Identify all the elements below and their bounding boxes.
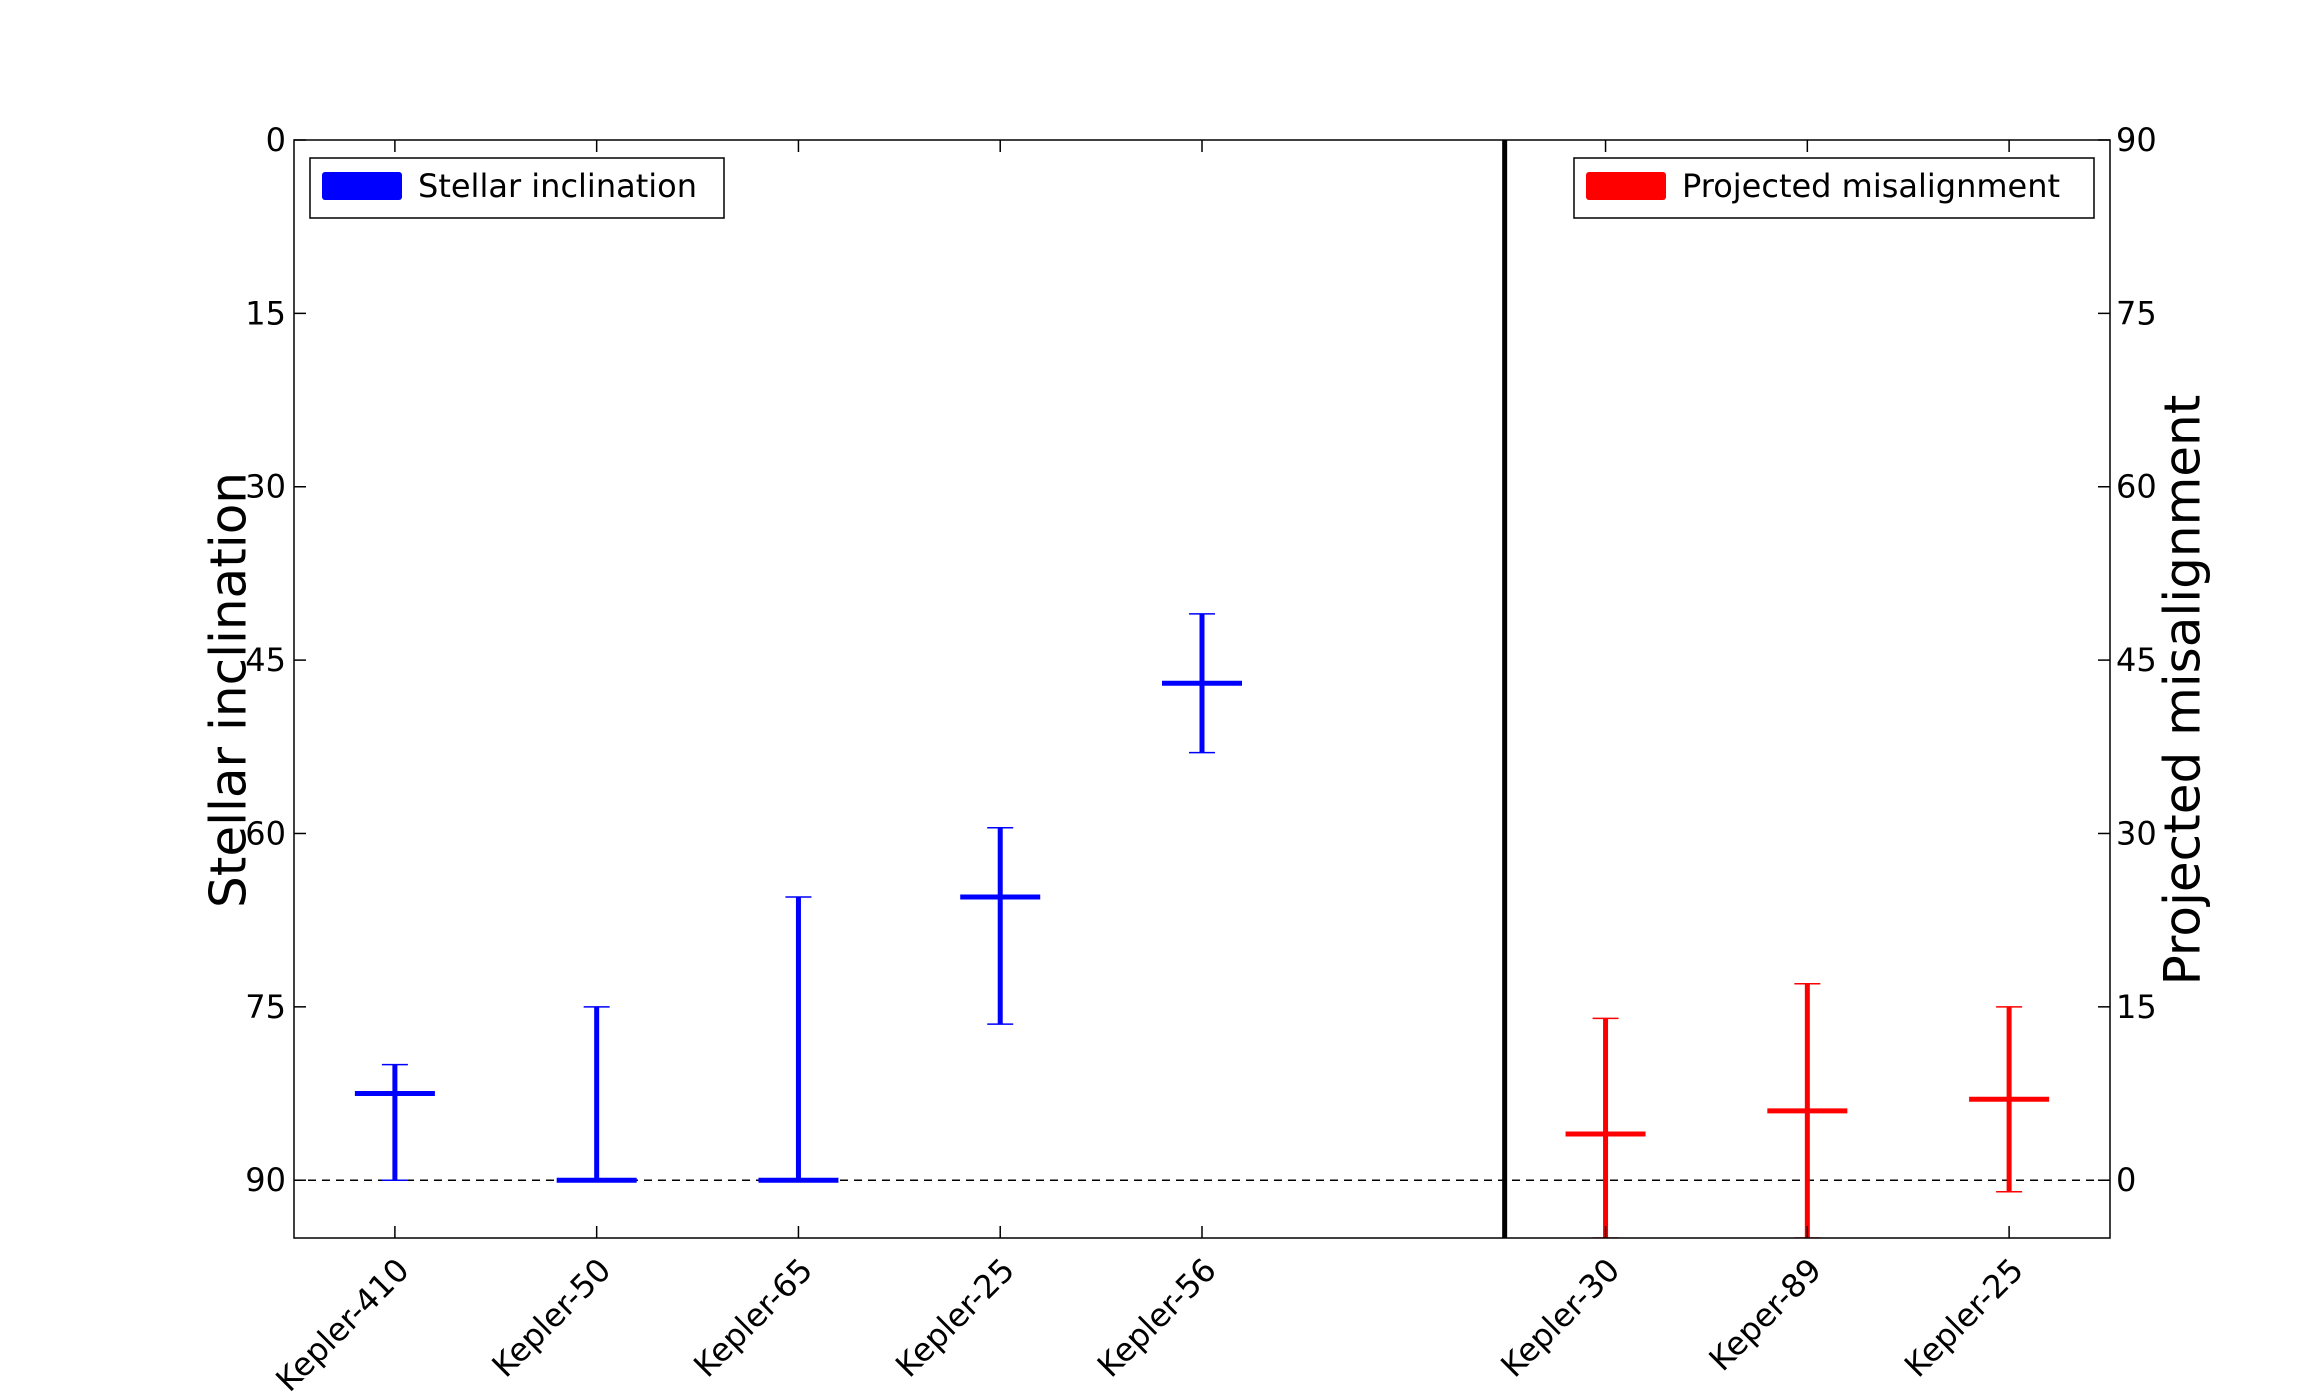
left-tick-label: 45 — [245, 641, 286, 679]
right-tick-label: 75 — [2116, 294, 2157, 332]
x-tick-label: Kepler-25 — [888, 1251, 1022, 1385]
x-tick-label: Keper-89 — [1701, 1251, 1829, 1379]
left-tick-label: 0 — [266, 121, 286, 159]
left-tick-label: 30 — [245, 468, 286, 506]
errorbar-kepler-56 — [1162, 613, 1242, 754]
right-axis-title: Projected misalignment — [2154, 395, 2212, 986]
legend-label: Stellar inclination — [418, 167, 697, 205]
right-tick-label: 0 — [2116, 1161, 2136, 1199]
errorbar-kepler-25 — [1969, 1006, 2050, 1193]
right-tick-label: 30 — [2116, 814, 2157, 852]
legend-stellar-inclination: Stellar inclination — [309, 157, 725, 219]
legend-swatch-blue — [322, 172, 402, 200]
errorbar-kepler-50 — [556, 1006, 637, 1183]
right-tick-label: 15 — [2116, 988, 2157, 1026]
right-tick-label: 45 — [2116, 641, 2157, 679]
left-tick-label: 90 — [245, 1161, 286, 1199]
tick-layer — [294, 139, 2110, 1238]
right-tick-label: 90 — [2116, 121, 2157, 159]
errorbar-kepler-65 — [758, 896, 839, 1183]
right-tick-label: 60 — [2116, 468, 2157, 506]
left-tick-label: 75 — [245, 988, 286, 1026]
x-tick-label: Kepler-50 — [484, 1251, 618, 1385]
errorbar-keper-89 — [1767, 982, 1848, 1238]
errorbar-kepler-410 — [354, 1063, 435, 1181]
label-layer: 0 15 30 45 60 75 90 90 75 60 45 30 15 0 Kepler-410 Kepl… — [245, 121, 2156, 1392]
errorbar-kepler-25 — [960, 826, 1041, 1025]
x-tick-label: Kepler-25 — [1897, 1251, 2031, 1385]
legend-projected-misalignment: Projected misalignment — [1573, 157, 2095, 219]
legend-label: Projected misalignment — [1682, 167, 2060, 205]
x-tick-label: Kepler-56 — [1090, 1251, 1224, 1385]
x-tick-label: Kepler-30 — [1493, 1251, 1627, 1385]
left-axis-title: Stellar inclination — [200, 472, 258, 908]
errorbar-layer — [354, 613, 2050, 1238]
x-tick-label: Kepler-410 — [268, 1251, 416, 1392]
errorbar-kepler-30 — [1565, 1017, 1646, 1238]
x-tick-label: Kepler-65 — [686, 1251, 820, 1385]
legend-swatch-red — [1586, 172, 1666, 200]
left-tick-label: 60 — [245, 814, 286, 852]
left-tick-label: 15 — [245, 294, 286, 332]
